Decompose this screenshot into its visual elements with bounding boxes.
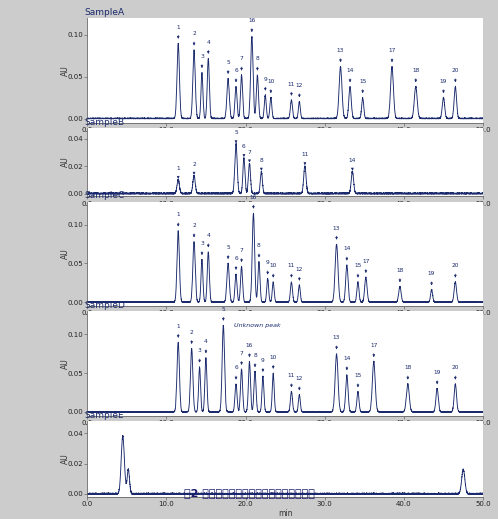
Text: 13: 13 <box>337 48 344 62</box>
Text: 5: 5 <box>226 60 230 73</box>
Text: SampleE: SampleE <box>85 411 124 420</box>
Text: 18: 18 <box>396 268 403 282</box>
Text: 6: 6 <box>234 68 238 81</box>
Text: SampleA: SampleA <box>85 8 125 17</box>
Text: 17: 17 <box>362 259 370 272</box>
X-axis label: min: min <box>278 509 292 517</box>
Text: 17: 17 <box>388 48 396 62</box>
Text: 9: 9 <box>263 76 267 90</box>
Text: 11: 11 <box>288 81 295 95</box>
Text: 14: 14 <box>343 247 351 260</box>
Text: 4: 4 <box>204 339 208 353</box>
Text: 16: 16 <box>250 195 257 208</box>
Text: 3: 3 <box>200 241 204 254</box>
Text: SampleC: SampleC <box>85 192 125 200</box>
Text: 9: 9 <box>261 358 265 371</box>
Text: 9: 9 <box>266 261 269 274</box>
Y-axis label: AU: AU <box>61 157 70 168</box>
Text: 6: 6 <box>234 365 238 379</box>
Text: 15: 15 <box>354 373 362 387</box>
X-axis label: min: min <box>278 318 292 326</box>
Text: 7: 7 <box>248 149 251 162</box>
Text: 5: 5 <box>234 130 238 143</box>
Text: 6: 6 <box>234 256 238 269</box>
Y-axis label: AU: AU <box>61 358 70 369</box>
Text: 12: 12 <box>296 376 303 390</box>
Text: 1: 1 <box>176 324 180 337</box>
Text: 10: 10 <box>269 264 277 277</box>
Text: 12: 12 <box>296 83 303 97</box>
Text: 1: 1 <box>176 25 180 38</box>
Text: 2: 2 <box>192 223 196 237</box>
Y-axis label: AU: AU <box>61 249 70 259</box>
Text: 2: 2 <box>192 162 196 174</box>
Y-axis label: AU: AU <box>61 454 70 465</box>
Text: 16: 16 <box>248 18 255 32</box>
Text: 14: 14 <box>346 68 354 81</box>
Text: 5: 5 <box>226 245 230 258</box>
Text: 10: 10 <box>269 354 277 368</box>
Text: 12: 12 <box>296 267 303 280</box>
Text: 1: 1 <box>176 166 180 178</box>
Text: 8: 8 <box>257 243 261 257</box>
Text: 図2 日本食品化学学会志（日食化誌）より: 図2 日本食品化学学会志（日食化誌）より <box>184 488 314 498</box>
Text: 20: 20 <box>452 68 459 81</box>
Text: 11: 11 <box>288 373 295 387</box>
Text: 10: 10 <box>267 79 274 92</box>
Text: 3: 3 <box>200 54 204 67</box>
Text: 7: 7 <box>240 248 244 262</box>
Text: SampleB: SampleB <box>85 118 125 127</box>
Text: 8: 8 <box>259 158 263 170</box>
Text: 16: 16 <box>246 343 253 357</box>
Text: 4: 4 <box>207 233 210 247</box>
Text: 11: 11 <box>301 153 309 165</box>
Text: 5: 5 <box>222 307 225 320</box>
Text: 6: 6 <box>242 144 246 156</box>
Text: 15: 15 <box>354 264 362 277</box>
Text: 3: 3 <box>198 348 202 362</box>
Text: SampleD: SampleD <box>85 301 125 310</box>
Text: 11: 11 <box>288 264 295 277</box>
Text: 19: 19 <box>440 79 447 92</box>
Text: Unknown peak: Unknown peak <box>234 323 281 329</box>
X-axis label: min: min <box>278 208 292 217</box>
Text: 19: 19 <box>433 370 441 384</box>
Text: 4: 4 <box>207 40 210 53</box>
Text: 1: 1 <box>176 212 180 226</box>
Text: 13: 13 <box>333 226 340 239</box>
Text: 14: 14 <box>343 356 351 370</box>
Text: 7: 7 <box>240 57 244 70</box>
X-axis label: min: min <box>278 134 292 143</box>
Text: 7: 7 <box>240 351 244 364</box>
Text: 2: 2 <box>192 31 196 45</box>
Text: 2: 2 <box>190 330 194 344</box>
Text: 14: 14 <box>349 158 356 170</box>
Text: 19: 19 <box>428 271 435 285</box>
Text: 13: 13 <box>333 335 340 349</box>
Text: 17: 17 <box>370 343 377 357</box>
Y-axis label: AU: AU <box>61 65 70 76</box>
X-axis label: min: min <box>278 427 292 436</box>
Text: 8: 8 <box>255 57 259 70</box>
Text: 20: 20 <box>452 264 459 277</box>
Text: 20: 20 <box>452 365 459 379</box>
Text: 15: 15 <box>359 79 367 92</box>
Text: 8: 8 <box>253 353 257 366</box>
Text: 18: 18 <box>404 365 411 379</box>
Text: 18: 18 <box>412 68 419 81</box>
